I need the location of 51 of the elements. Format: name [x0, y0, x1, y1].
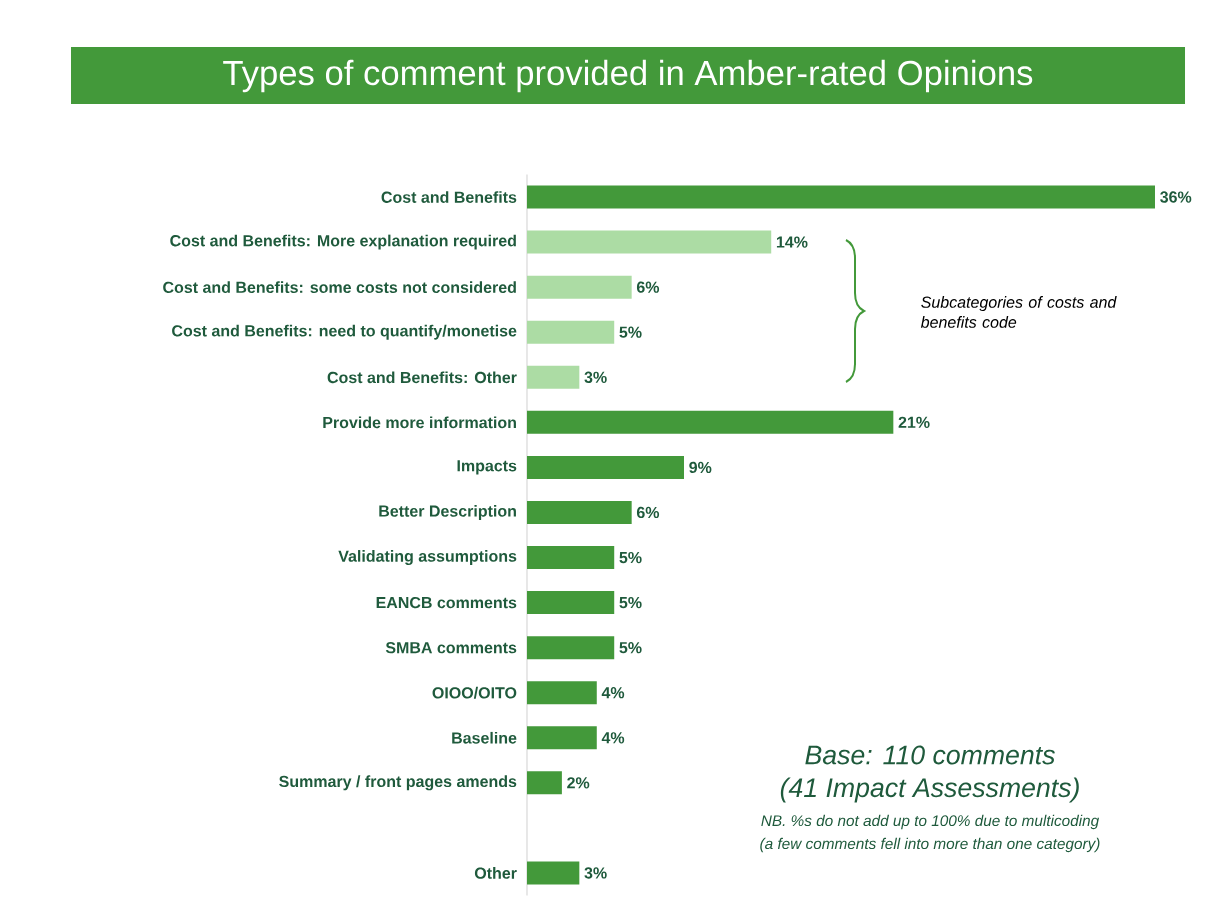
- bar: [527, 726, 597, 750]
- bar: [527, 546, 615, 570]
- annotation: (41 Impact Assessments): [780, 777, 1079, 803]
- y-tick-label: EANCB comments: [376, 596, 517, 609]
- data-label: 5%: [619, 326, 642, 338]
- data-label: 5%: [619, 642, 642, 654]
- bar: [527, 275, 632, 299]
- bar: [527, 185, 1155, 209]
- y-tick-label: Cost and Benefits: some costs not considered: [163, 281, 516, 294]
- data-label: 4%: [601, 732, 625, 744]
- bar: [527, 771, 562, 795]
- data-label: 5%: [619, 596, 642, 609]
- data-label: 3%: [584, 371, 607, 383]
- y-tick-label: Cost and Benefits: need to quantify/monetise: [172, 324, 517, 340]
- data-label: 5%: [619, 551, 642, 564]
- bar: [527, 861, 580, 885]
- y-tick-label: Provide more information: [323, 416, 516, 429]
- y-tick-label: Baseline: [452, 731, 517, 744]
- data-label: 6%: [636, 506, 660, 519]
- chart-title: Types of comment provided in Amber-rated Opinions: [223, 59, 1033, 93]
- bar: [527, 455, 684, 479]
- bar: [527, 636, 615, 660]
- data-label: 9%: [689, 461, 712, 474]
- y-tick-label: Impacts: [457, 460, 517, 475]
- annotation: (a few comments fell into more than one category): [760, 837, 1100, 853]
- bar: [527, 500, 632, 524]
- data-label: 6%: [636, 281, 660, 293]
- data-label: 21%: [898, 416, 930, 428]
- bar: [527, 681, 597, 705]
- bar: [527, 410, 894, 434]
- bar: [527, 591, 615, 615]
- y-tick-label: Validating assumptions: [338, 550, 517, 566]
- data-label: 14%: [776, 236, 808, 248]
- y-tick-label: OIOO/OITO: [432, 686, 517, 699]
- y-tick-label: Cost and Benefits: [381, 191, 517, 203]
- annotation: Subcategories of costs and benefits code: [920, 296, 1117, 328]
- bar: [527, 230, 772, 254]
- y-tick-label: SMBA comments: [385, 642, 517, 654]
- bar: [527, 365, 580, 389]
- y-tick-label: Cost and Benefits: More explanation required: [170, 234, 516, 250]
- y-tick-label: Other: [474, 867, 517, 879]
- annotation: Base: 110 comments: [805, 745, 1055, 765]
- data-label: 2%: [567, 777, 590, 789]
- data-label: 4%: [601, 687, 625, 699]
- annotation: NB. %s do not add up to 100% due to multicoding: [761, 814, 1100, 830]
- y-tick-label: Cost and Benefits: Other: [327, 371, 517, 384]
- y-tick-label: Better Description: [379, 505, 516, 520]
- data-label: 3%: [584, 867, 607, 879]
- bar: [527, 320, 615, 344]
- y-tick-label: Summary / front pages amends: [279, 775, 517, 791]
- data-label: 36%: [1160, 191, 1192, 203]
